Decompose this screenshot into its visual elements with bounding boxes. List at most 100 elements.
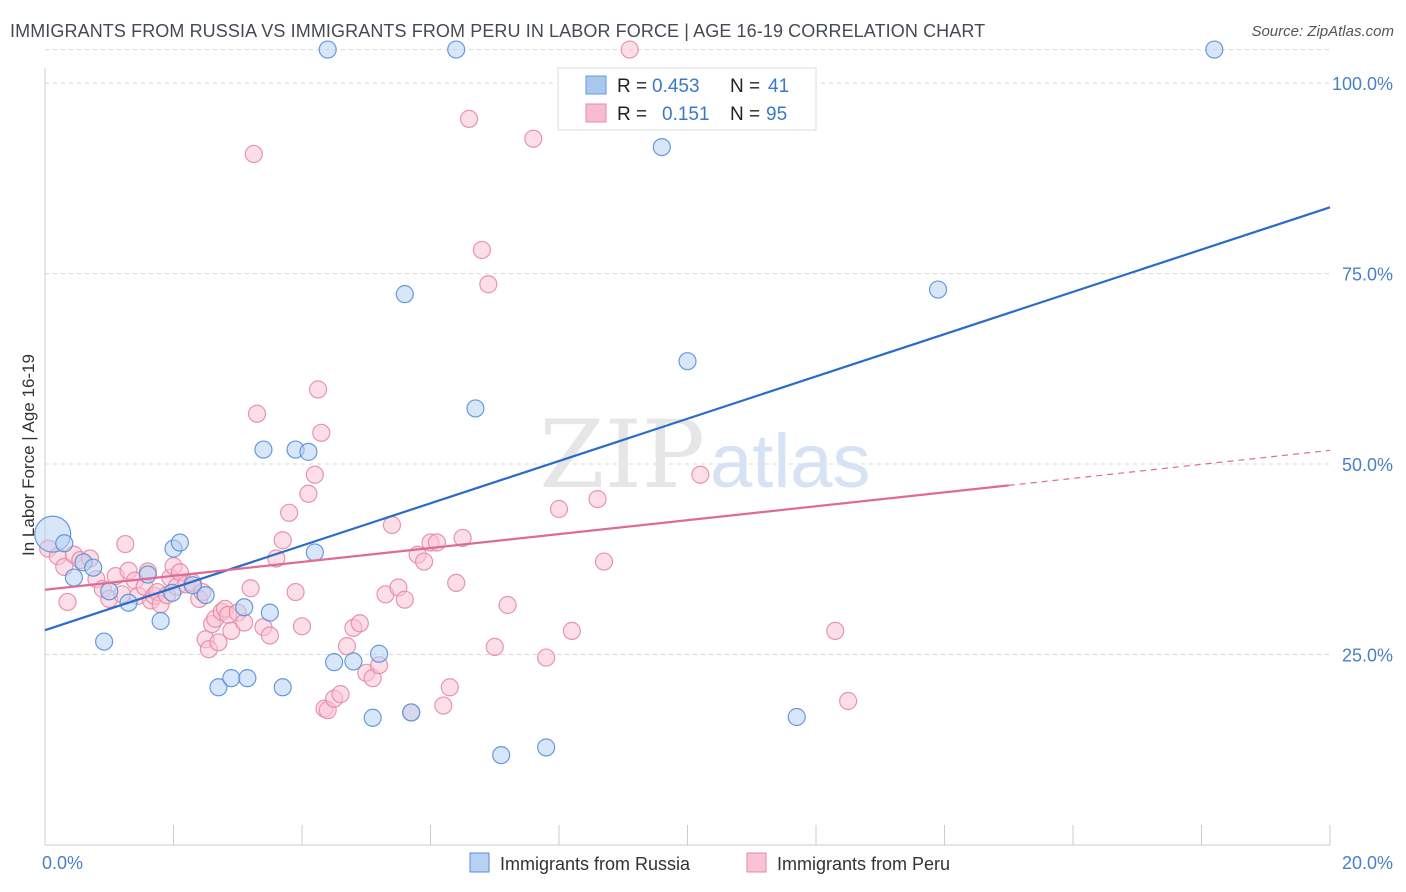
legend-r-label: R =	[617, 104, 647, 125]
peru-point	[58, 592, 77, 612]
russia-point	[678, 352, 697, 371]
bottom-legend-label-peru: Immigrants from Peru	[777, 854, 950, 874]
y-tick-label: 100.0%	[1332, 74, 1393, 94]
russia-point	[238, 669, 257, 688]
peru-point	[116, 534, 135, 554]
peru-point	[691, 465, 710, 484]
bottom-legend-swatch-peru	[746, 852, 767, 873]
peru-point	[562, 621, 581, 641]
peru-trend-line	[44, 484, 1009, 591]
tick-labels: 25.0% 50.0% 75.0% 100.0% 0.0% 20.0%	[42, 74, 1393, 873]
peru-point	[472, 240, 491, 260]
y-tick-label: 25.0%	[1342, 646, 1393, 666]
russia-point	[138, 565, 157, 584]
peru-point	[434, 696, 453, 715]
peru-point	[305, 465, 324, 484]
peru-point	[447, 573, 466, 593]
watermark: ZIP atlas	[539, 401, 870, 510]
legend-swatch-peru	[585, 103, 607, 123]
peru-point	[588, 489, 607, 509]
peru-point	[292, 617, 312, 636]
peru-point	[312, 423, 331, 442]
peru-point	[524, 129, 543, 148]
peru-point	[440, 678, 459, 697]
legend-n-value-russia: 41	[768, 76, 789, 97]
russia-point	[370, 644, 389, 663]
legend-swatch-russia	[585, 75, 607, 95]
peru-point	[241, 579, 260, 598]
russia-point	[447, 40, 466, 59]
legend-r-value-peru: 0.151	[662, 104, 710, 125]
peru-point	[299, 484, 318, 503]
peru-point	[479, 275, 498, 294]
peru-point	[209, 633, 228, 652]
russia-point	[402, 703, 421, 722]
russia-point	[466, 399, 485, 418]
peru-point	[286, 582, 305, 602]
russia-point	[260, 603, 279, 622]
peru-point	[459, 109, 479, 129]
russia-point	[84, 558, 103, 577]
russia-point	[64, 568, 84, 587]
russia-point	[151, 611, 170, 631]
axes	[44, 68, 1331, 846]
legend-n-label: N =	[730, 104, 760, 125]
russia-trend-line	[44, 206, 1331, 632]
legend-n-value-peru: 95	[766, 104, 787, 125]
russia-point	[196, 585, 215, 605]
peru-point	[280, 503, 299, 522]
russia-point	[299, 442, 318, 461]
peru-point	[273, 531, 292, 550]
peru-point	[395, 590, 414, 609]
legend-r-label: R =	[617, 76, 647, 97]
russia-points	[34, 40, 1224, 765]
x-tick-label: 20.0%	[1342, 853, 1393, 873]
peru-point	[308, 380, 328, 399]
russia-point	[928, 280, 948, 299]
peru-point	[594, 552, 614, 571]
russia-point	[95, 632, 114, 651]
peru-point	[537, 648, 556, 667]
peru-point	[549, 499, 569, 519]
peru-point	[498, 595, 517, 615]
source-credit: Source: ZipAtlas.com	[1251, 23, 1394, 40]
peru-point	[826, 621, 845, 641]
bottom-legend-swatch-russia	[469, 852, 490, 873]
russia-point	[395, 285, 414, 304]
legend: R = 0.453 N = 41 R = 0.151 N = 95	[557, 67, 817, 131]
chart-title: IMMIGRANTS FROM RUSSIA VS IMMIGRANTS FRO…	[10, 21, 986, 41]
y-axis-label: In Labor Force | Age 16-19	[19, 354, 38, 556]
russia-point	[100, 582, 119, 601]
russia-point	[235, 598, 254, 617]
peru-trend-extension	[1008, 449, 1331, 486]
bottom-legend: Immigrants from Russia Immigrants from P…	[469, 852, 950, 874]
russia-point	[363, 708, 382, 727]
russia-point	[209, 678, 228, 697]
russia-point	[1205, 40, 1224, 59]
russia-point	[537, 738, 556, 757]
legend-n-label: N =	[730, 76, 760, 97]
russia-point	[55, 534, 74, 553]
watermark-zip: ZIP	[539, 401, 705, 510]
grid-lines	[45, 49, 1330, 656]
peru-point	[453, 528, 472, 548]
peru-point	[350, 614, 369, 633]
peru-point	[485, 637, 504, 657]
bottom-legend-label-russia: Immigrants from Russia	[500, 854, 691, 874]
peru-point	[620, 40, 639, 59]
russia-point	[305, 543, 324, 562]
russia-point	[273, 678, 292, 697]
peru-point	[414, 552, 434, 571]
peru-point	[331, 685, 350, 704]
peru-point	[839, 691, 858, 711]
y-tick-label: 75.0%	[1342, 265, 1393, 285]
russia-point	[492, 745, 511, 765]
russia-point	[318, 40, 337, 59]
peru-point	[260, 626, 279, 645]
russia-point	[222, 669, 241, 688]
peru-point	[222, 621, 241, 641]
russia-point	[254, 440, 273, 459]
x-tick-label: 0.0%	[42, 853, 83, 873]
russia-point	[170, 533, 190, 552]
